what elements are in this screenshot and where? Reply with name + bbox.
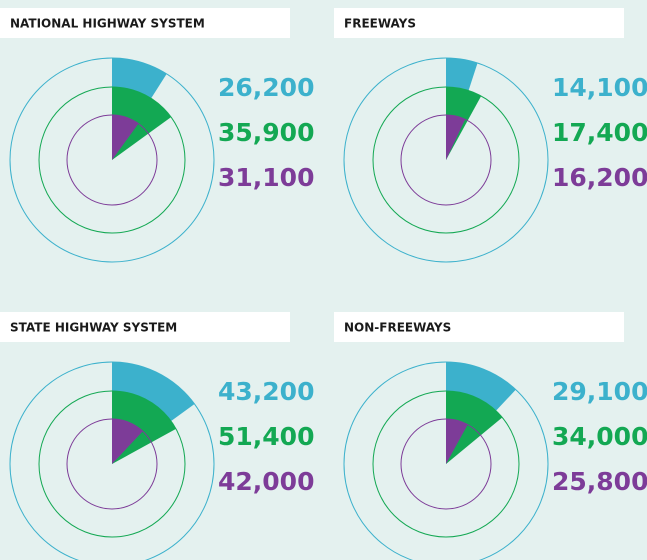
ring-value: 34,000 <box>552 422 647 451</box>
ring-outline <box>400 418 492 510</box>
panel-header <box>0 312 290 342</box>
panel-header <box>0 8 290 38</box>
ring-wedge <box>112 419 143 464</box>
ring-value: 14,100 <box>552 73 647 102</box>
ring-wedge <box>446 391 503 464</box>
ring-value: 26,200 <box>218 73 314 102</box>
ring-value: 51,400 <box>218 422 314 451</box>
ring-outline <box>400 114 492 206</box>
ring-value: 16,200 <box>552 163 647 192</box>
ring-value: 43,200 <box>218 377 314 406</box>
ring-value: 25,800 <box>552 467 647 496</box>
ring-outline <box>372 390 520 538</box>
panel-title: NON-FREEWAYS <box>344 321 451 335</box>
ring-value: 29,100 <box>552 377 647 406</box>
panel-title: NATIONAL HIGHWAY SYSTEM <box>10 17 205 31</box>
panel-header <box>334 8 624 38</box>
ring-outline <box>372 86 520 234</box>
ring-outline <box>38 86 186 234</box>
panel-title: STATE HIGHWAY SYSTEM <box>10 321 177 335</box>
ring-wedge <box>112 115 139 160</box>
ring-outline <box>9 57 215 263</box>
ring-value: 42,000 <box>218 467 314 496</box>
ring-value: 17,400 <box>552 118 647 147</box>
ring-outline <box>9 361 215 560</box>
ring-wedge <box>446 115 466 160</box>
ring-outline <box>343 361 549 560</box>
ring-outline <box>66 418 158 510</box>
ring-outline <box>38 390 186 538</box>
ring-wedge <box>112 87 172 160</box>
ring-outline <box>343 57 549 263</box>
ring-value: 35,900 <box>218 118 314 147</box>
ring-wedge <box>446 419 468 464</box>
panel-title: FREEWAYS <box>344 17 416 31</box>
ring-value: 31,100 <box>218 163 314 192</box>
ring-wedge <box>446 87 482 160</box>
panel-header <box>334 312 624 342</box>
ring-outline <box>66 114 158 206</box>
